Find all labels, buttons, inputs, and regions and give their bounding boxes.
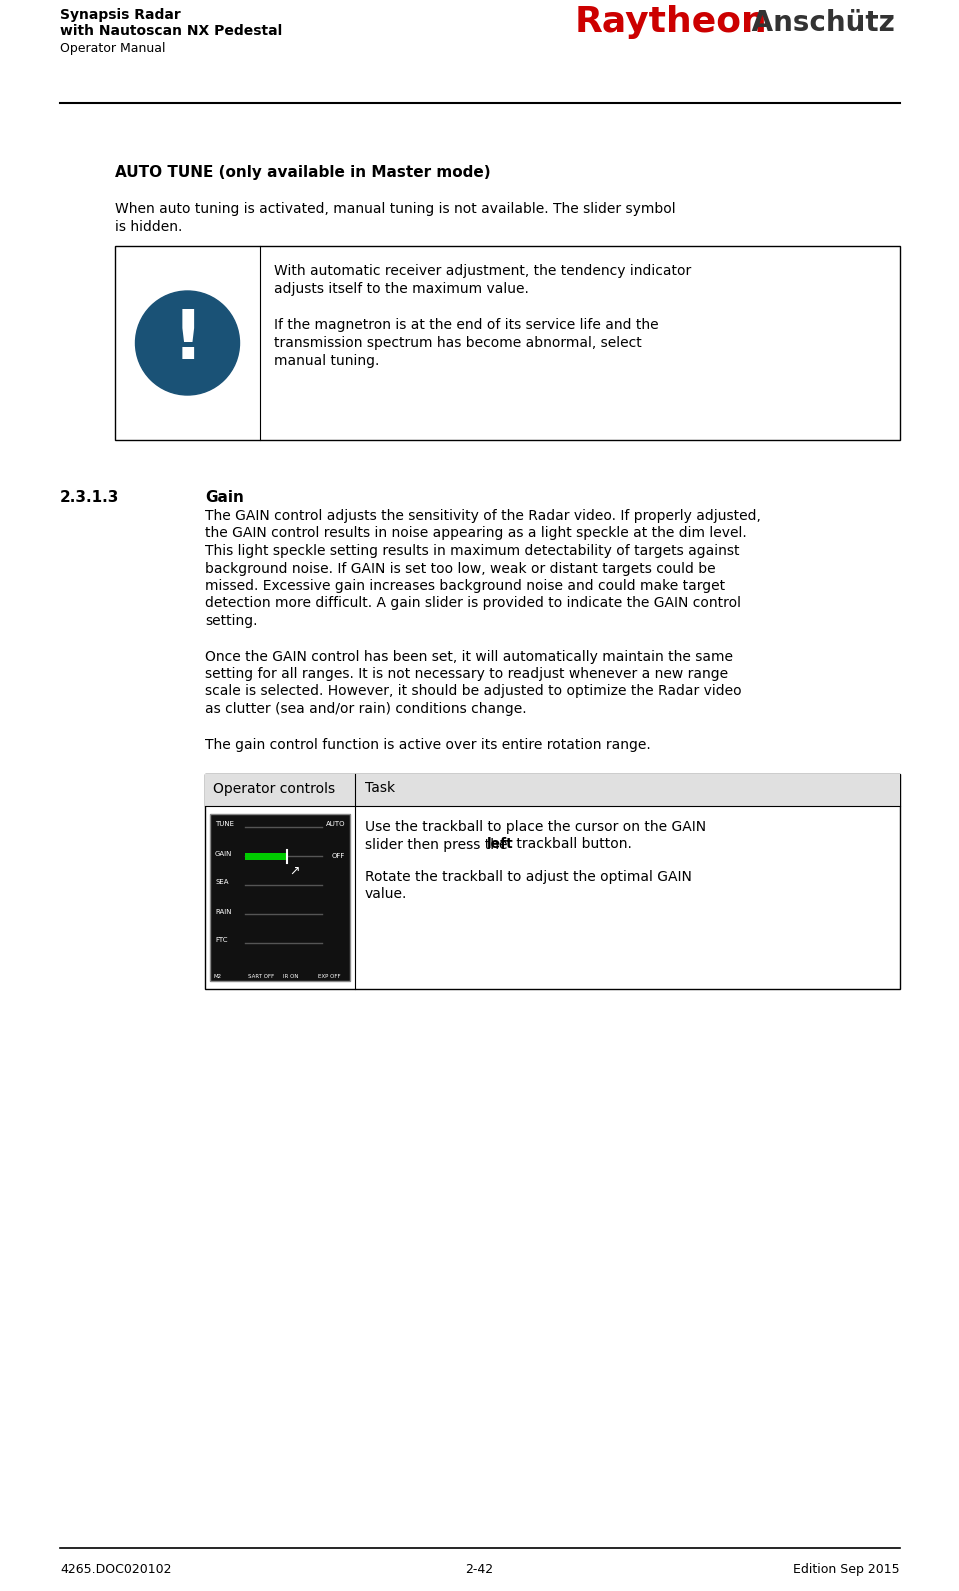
FancyBboxPatch shape	[205, 773, 900, 805]
Text: IR ON: IR ON	[283, 975, 298, 980]
Text: Use the trackball to place the cursor on the GAIN: Use the trackball to place the cursor on…	[365, 821, 706, 835]
FancyBboxPatch shape	[205, 773, 900, 988]
Text: adjusts itself to the maximum value.: adjusts itself to the maximum value.	[274, 282, 528, 296]
Text: background noise. If GAIN is set too low, weak or distant targets could be: background noise. If GAIN is set too low…	[205, 562, 715, 576]
Text: SART OFF: SART OFF	[248, 975, 274, 980]
Text: missed. Excessive gain increases background noise and could make target: missed. Excessive gain increases backgro…	[205, 579, 725, 593]
Text: 2-42: 2-42	[465, 1562, 494, 1577]
Text: Gain: Gain	[205, 490, 244, 504]
Text: Operator Manual: Operator Manual	[60, 41, 166, 56]
Text: RAIN: RAIN	[215, 908, 231, 915]
Circle shape	[135, 291, 240, 395]
FancyBboxPatch shape	[245, 853, 288, 859]
Text: Operator controls: Operator controls	[213, 781, 335, 796]
Text: Once the GAIN control has been set, it will automatically maintain the same: Once the GAIN control has been set, it w…	[205, 649, 733, 663]
Text: !: !	[173, 307, 202, 372]
Text: Task: Task	[365, 781, 395, 796]
Text: AUTO: AUTO	[325, 821, 345, 827]
FancyBboxPatch shape	[115, 247, 900, 441]
Text: Synapsis Radar: Synapsis Radar	[60, 8, 180, 22]
Text: Raytheon: Raytheon	[575, 5, 768, 40]
FancyBboxPatch shape	[210, 813, 350, 980]
Text: slider then press the: slider then press the	[365, 837, 512, 851]
Text: the GAIN control results in noise appearing as a light speckle at the dim level.: the GAIN control results in noise appear…	[205, 527, 747, 541]
Text: ↗: ↗	[290, 864, 300, 878]
Text: TUNE: TUNE	[215, 821, 234, 827]
Text: value.: value.	[365, 888, 408, 902]
Text: 2.3.1.3: 2.3.1.3	[60, 490, 119, 504]
Text: left: left	[487, 837, 514, 851]
Text: is hidden.: is hidden.	[115, 220, 182, 234]
Text: setting.: setting.	[205, 614, 258, 628]
Text: If the magnetron is at the end of its service life and the: If the magnetron is at the end of its se…	[274, 318, 659, 333]
Text: SEA: SEA	[215, 880, 228, 886]
Text: With automatic receiver adjustment, the tendency indicator: With automatic receiver adjustment, the …	[274, 264, 691, 278]
Text: Rotate the trackball to adjust the optimal GAIN: Rotate the trackball to adjust the optim…	[365, 870, 691, 885]
Text: transmission spectrum has become abnormal, select: transmission spectrum has become abnorma…	[274, 336, 642, 350]
Text: manual tuning.: manual tuning.	[274, 355, 380, 368]
Text: Edition Sep 2015: Edition Sep 2015	[793, 1562, 900, 1577]
Text: GAIN: GAIN	[215, 851, 232, 856]
Text: FTC: FTC	[215, 937, 227, 943]
Text: 4265.DOC020102: 4265.DOC020102	[60, 1562, 172, 1577]
Text: AUTO TUNE (only available in Master mode): AUTO TUNE (only available in Master mode…	[115, 165, 491, 180]
Text: trackball button.: trackball button.	[512, 837, 632, 851]
Text: as clutter (sea and/or rain) conditions change.: as clutter (sea and/or rain) conditions …	[205, 702, 526, 716]
Text: OFF: OFF	[332, 853, 345, 859]
Text: Anschütz: Anschütz	[742, 10, 895, 37]
Text: The GAIN control adjusts the sensitivity of the Radar video. If properly adjuste: The GAIN control adjusts the sensitivity…	[205, 509, 760, 523]
Text: detection more difficult. A gain slider is provided to indicate the GAIN control: detection more difficult. A gain slider …	[205, 597, 741, 611]
Text: setting for all ranges. It is not necessary to readjust whenever a new range: setting for all ranges. It is not necess…	[205, 667, 728, 681]
Text: When auto tuning is activated, manual tuning is not available. The slider symbol: When auto tuning is activated, manual tu…	[115, 202, 676, 216]
Text: with Nautoscan NX Pedestal: with Nautoscan NX Pedestal	[60, 24, 282, 38]
Text: M2: M2	[213, 975, 222, 980]
Text: EXP OFF: EXP OFF	[318, 975, 340, 980]
Text: scale is selected. However, it should be adjusted to optimize the Radar video: scale is selected. However, it should be…	[205, 684, 741, 698]
Text: This light speckle setting results in maximum detectability of targets against: This light speckle setting results in ma…	[205, 544, 739, 558]
Text: The gain control function is active over its entire rotation range.: The gain control function is active over…	[205, 738, 651, 751]
